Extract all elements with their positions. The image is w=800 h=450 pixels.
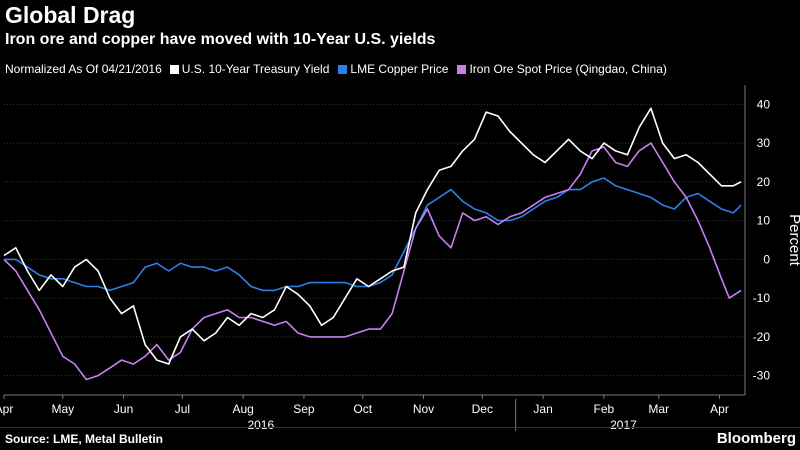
legend-label-treasury: U.S. 10-Year Treasury Yield <box>181 62 330 76</box>
x-tick-label: Oct <box>353 402 372 416</box>
grid-layer <box>4 103 745 377</box>
x-tick-label: Aug <box>232 402 253 416</box>
x-tick-label: Jan <box>533 402 552 416</box>
x-tick-label: Dec <box>472 402 493 416</box>
legend-swatch-iron-ore <box>457 64 467 74</box>
x-tick-label: Feb <box>594 402 615 416</box>
legend-swatch-copper <box>338 64 348 74</box>
x-tick-label: Jun <box>114 402 133 416</box>
x-tick-label: Apr <box>0 402 13 416</box>
copper-price-line <box>4 177 742 292</box>
x-tick-label: Apr <box>710 402 729 416</box>
x-tick-label: Nov <box>413 402 434 416</box>
x-tick-label: Jul <box>175 402 190 416</box>
footer-divider <box>0 427 800 428</box>
chart-subtitle: Iron ore and copper have moved with 10-Y… <box>5 31 436 48</box>
legend-label-iron-ore: Iron Ore Spot Price (Qingdao, China) <box>469 62 667 76</box>
y-axis-label: Percent <box>786 214 800 267</box>
iron-ore-price-line <box>3 142 742 381</box>
x-tick-label: Mar <box>648 402 669 416</box>
y-tick-label: 10 <box>757 214 771 228</box>
legend-item-treasury: U.S. 10-Year Treasury Yield <box>169 62 330 76</box>
y-tick-label: 0 <box>763 252 770 266</box>
y-tick-label: 30 <box>757 136 771 150</box>
x-year-label: 2017 <box>610 418 637 432</box>
x-year-label: 2016 <box>247 418 274 432</box>
y-tick-label: 40 <box>757 97 771 111</box>
series-layer <box>3 107 742 381</box>
source-note: Source: LME, Metal Bulletin <box>5 432 164 446</box>
treasury-yield-line <box>3 107 742 365</box>
x-tick-label: May <box>51 402 74 416</box>
y-tick-label: 20 <box>757 175 771 189</box>
legend-swatch-treasury <box>169 64 179 74</box>
legend: Normalized As Of 04/21/2016 U.S. 10-Year… <box>5 62 676 76</box>
legend-label-copper: LME Copper Price <box>350 62 449 76</box>
x-tick-label: Sep <box>293 402 315 416</box>
chart-title: Global Drag <box>5 2 136 28</box>
normalization-note: Normalized As Of 04/21/2016 <box>5 62 162 76</box>
brand-logo: Bloomberg <box>716 430 796 447</box>
y-tick-label: -20 <box>753 330 771 344</box>
legend-item-iron-ore: Iron Ore Spot Price (Qingdao, China) <box>457 62 667 76</box>
axis-layer: 40 30 20 10 0 -10 -20 -30 Apr May Jun Jul Aug Sep Oct N… <box>0 85 770 432</box>
legend-item-copper: LME Copper Price <box>338 62 448 76</box>
y-tick-label: -10 <box>753 291 771 305</box>
y-tick-label: -30 <box>753 369 771 383</box>
